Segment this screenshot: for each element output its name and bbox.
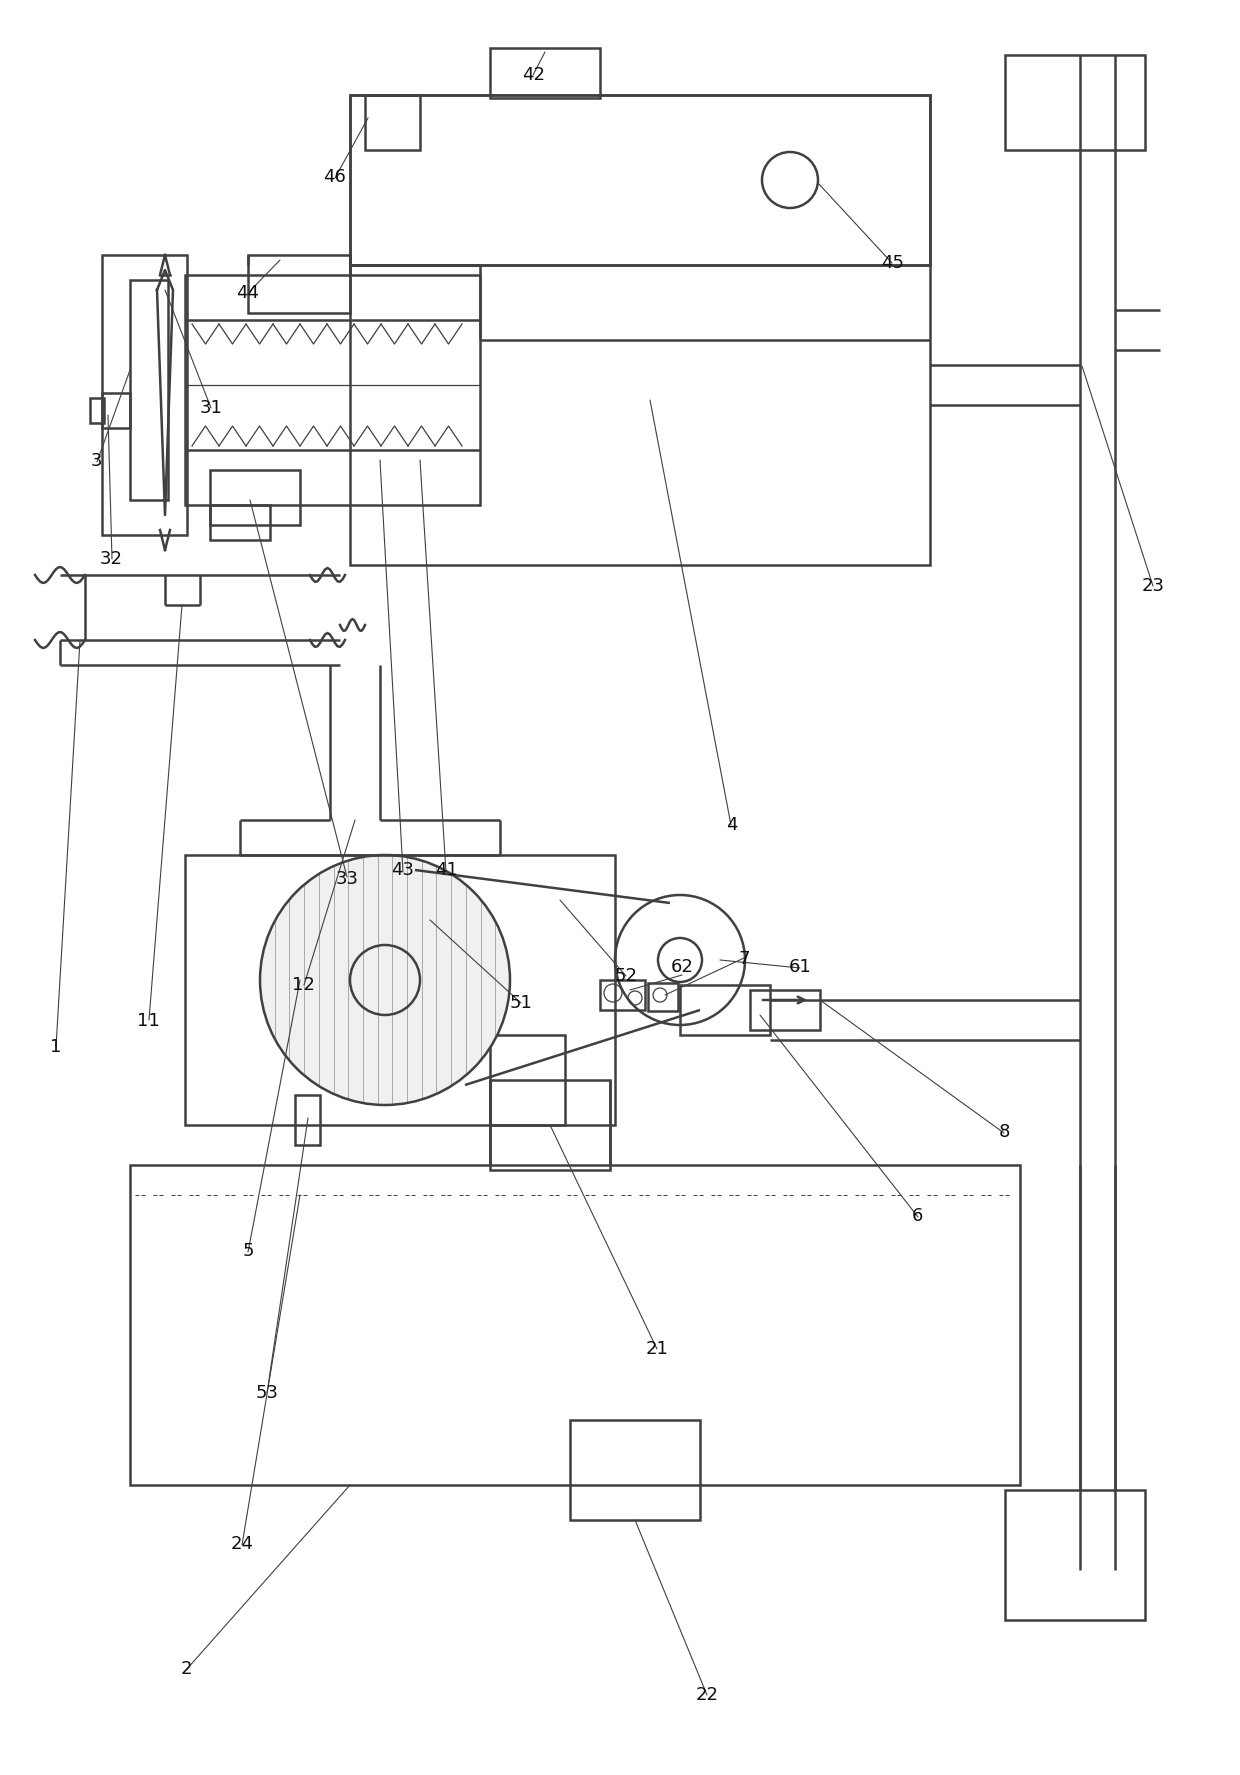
Text: 24: 24 bbox=[231, 1535, 253, 1553]
Bar bbox=[350, 96, 930, 564]
Text: 45: 45 bbox=[882, 254, 904, 272]
Text: 33: 33 bbox=[336, 870, 358, 888]
Bar bbox=[649, 983, 678, 1012]
Bar bbox=[570, 1420, 701, 1519]
Bar bbox=[248, 256, 350, 312]
Text: 5: 5 bbox=[242, 1242, 254, 1260]
Text: 23: 23 bbox=[1142, 577, 1164, 595]
Text: 6: 6 bbox=[911, 1207, 924, 1225]
Bar bbox=[185, 275, 480, 506]
Bar bbox=[490, 1079, 610, 1170]
Bar bbox=[295, 1095, 320, 1145]
Text: 53: 53 bbox=[255, 1384, 278, 1402]
Bar bbox=[102, 392, 130, 428]
Bar bbox=[365, 96, 420, 151]
Text: 21: 21 bbox=[646, 1340, 668, 1358]
Text: 4: 4 bbox=[725, 816, 738, 834]
Bar bbox=[210, 470, 300, 525]
Text: 61: 61 bbox=[789, 959, 811, 976]
Text: 41: 41 bbox=[435, 861, 458, 879]
Text: 62: 62 bbox=[671, 959, 693, 976]
Text: 42: 42 bbox=[522, 66, 544, 83]
Bar bbox=[1004, 1489, 1145, 1621]
Text: 31: 31 bbox=[200, 399, 222, 417]
Bar bbox=[130, 280, 167, 501]
Text: 51: 51 bbox=[510, 994, 532, 1012]
Text: 32: 32 bbox=[100, 550, 123, 568]
Circle shape bbox=[260, 856, 510, 1106]
Bar bbox=[1004, 55, 1145, 151]
Text: 52: 52 bbox=[615, 967, 637, 985]
Bar bbox=[91, 398, 104, 422]
Text: 11: 11 bbox=[138, 1012, 160, 1030]
Text: 43: 43 bbox=[392, 861, 414, 879]
Bar bbox=[350, 96, 930, 264]
Bar bbox=[490, 1035, 565, 1125]
Text: 12: 12 bbox=[293, 976, 315, 994]
Bar bbox=[130, 1164, 1021, 1486]
Bar bbox=[600, 980, 645, 1010]
Bar bbox=[210, 506, 270, 540]
Text: 8: 8 bbox=[998, 1124, 1011, 1141]
Text: 7: 7 bbox=[738, 950, 750, 967]
Text: 1: 1 bbox=[50, 1038, 62, 1056]
Text: 22: 22 bbox=[696, 1686, 718, 1704]
Bar bbox=[102, 256, 187, 534]
Text: 44: 44 bbox=[237, 284, 259, 302]
Text: 2: 2 bbox=[180, 1660, 192, 1677]
Bar bbox=[680, 985, 770, 1035]
Bar bbox=[490, 48, 600, 98]
Text: 3: 3 bbox=[91, 453, 103, 470]
Text: 46: 46 bbox=[324, 169, 346, 186]
Bar bbox=[750, 990, 820, 1030]
Bar bbox=[185, 856, 615, 1125]
